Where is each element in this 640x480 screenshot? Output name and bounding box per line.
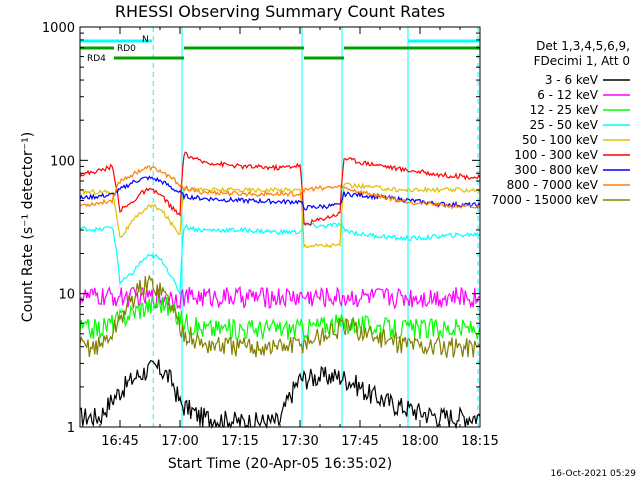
- y-tick-label-0: 1: [67, 421, 75, 436]
- y-axis: 1 10 100 1000: [42, 21, 480, 436]
- y-axis-label: Count Rate (s⁻¹ detector⁻¹): [20, 132, 36, 322]
- series-line-4: [79, 182, 481, 249]
- x-axis: 16:45 17:00 17:15 17:30 17:45 18:00 18:15: [79, 27, 499, 449]
- x-tick-label-0: 16:45: [101, 434, 138, 449]
- legend-label-0: 3 - 6 keV: [545, 73, 599, 87]
- legend-label-4: 50 - 100 keV: [522, 133, 599, 147]
- series-line-6: [79, 175, 481, 211]
- x-tick-label-4: 17:45: [341, 434, 378, 449]
- legend-label-6: 300 - 800 keV: [514, 163, 598, 177]
- series-line-0: [79, 359, 481, 430]
- x-tick-label-6: 18:15: [461, 434, 498, 449]
- series-line-3: [79, 222, 481, 295]
- state-bar-label-4: N: [142, 35, 149, 45]
- x-axis-label: Start Time (20-Apr-05 16:35:02): [168, 456, 392, 472]
- series-line-8: [79, 274, 481, 358]
- flag-vertical-lines: [79, 27, 479, 427]
- y-tick-label-2: 100: [50, 154, 75, 169]
- footer-timestamp: 16-Oct-2021 05:29: [551, 469, 637, 479]
- chart-title: RHESSI Observing Summary Count Rates: [115, 2, 445, 21]
- series-line-5: [79, 151, 481, 226]
- legend-label-3: 25 - 50 keV: [530, 118, 599, 132]
- plot-frame: [79, 26, 481, 428]
- legend-header-line-1: Det 1,3,4,5,6,9,: [536, 39, 630, 53]
- x-tick-label-3: 17:30: [281, 434, 318, 449]
- series-line-2: [79, 295, 481, 341]
- state-bars-layer: RD0 RD4 N: [80, 35, 480, 64]
- series-line-1: [79, 285, 481, 310]
- legend-label-8: 7000 - 15000 keV: [491, 193, 598, 207]
- state-bar-label-1: RD4: [87, 54, 106, 64]
- legend-header-line-2: FDecimi 1, Att 0: [534, 54, 630, 68]
- series-line-7: [79, 165, 481, 210]
- legend: Det 1,3,4,5,6,9, FDecimi 1, Att 0 3 - 6 …: [491, 39, 630, 207]
- legend-label-1: 6 - 12 keV: [537, 88, 599, 102]
- x-tick-label-5: 18:00: [401, 434, 438, 449]
- legend-label-2: 12 - 25 keV: [530, 103, 599, 117]
- y-tick-label-3: 1000: [42, 21, 75, 36]
- series-layer: [79, 151, 481, 430]
- state-bar-label-0: RD0: [117, 44, 136, 54]
- x-tick-label-1: 17:00: [161, 434, 198, 449]
- legend-label-5: 100 - 300 keV: [514, 148, 598, 162]
- y-tick-label-1: 10: [58, 288, 75, 303]
- legend-label-7: 800 - 7000 keV: [507, 178, 599, 192]
- x-tick-label-2: 17:15: [221, 434, 258, 449]
